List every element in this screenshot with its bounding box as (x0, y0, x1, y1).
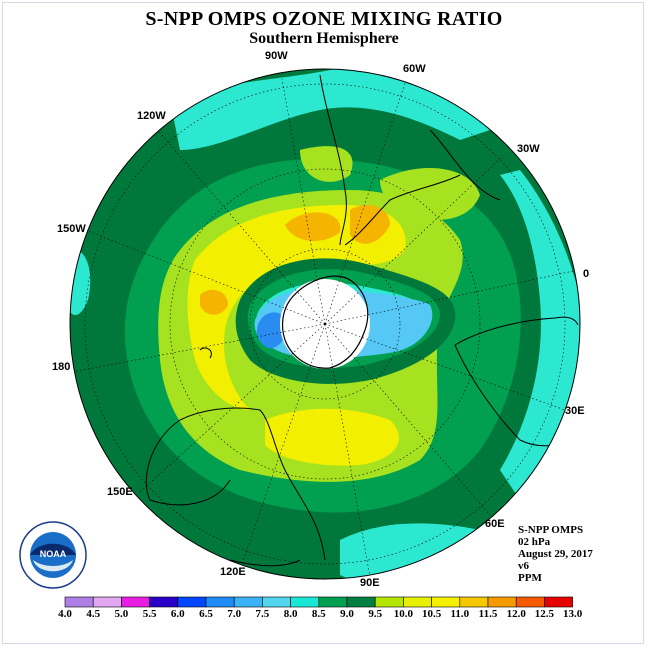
lon-label-0: 0 (583, 268, 590, 280)
map-border (69, 68, 581, 580)
colorbar-tick-label: 8.0 (283, 608, 298, 620)
lon-label-150e: 150E (107, 486, 133, 498)
colorbar-tick-label: 5.0 (114, 608, 129, 620)
lon-label-180: 180 (52, 361, 71, 373)
colorbar-tick-label: 7.5 (255, 608, 270, 620)
colorbar-tick-label: 13.0 (562, 608, 583, 620)
colorbar-tick-label: 12.0 (506, 608, 526, 620)
colorbar-tick-label: 4.5 (86, 608, 101, 620)
colorbar-tick-label: 12.5 (534, 608, 555, 620)
ozone-field (70, 69, 580, 579)
colorbar-tick-label: 8.5 (311, 608, 326, 620)
colorbar-tick-label: 6.5 (199, 608, 213, 620)
info-level: 02 hPa (518, 536, 551, 548)
info-date: August 29, 2017 (518, 548, 593, 560)
info-units: PPM (518, 572, 542, 584)
lon-label-150w: 150W (57, 223, 86, 235)
noaa-logo: NOAA (19, 521, 87, 589)
colorbar-tick-label: 7.0 (227, 608, 242, 620)
chart-subtitle: Southern Hemisphere (249, 30, 399, 47)
colorbar-tick-label: 5.5 (142, 608, 157, 620)
colorbar-tick-label: 9.0 (340, 608, 354, 620)
chart-title: S-NPP OMPS OZONE MIXING RATIO (145, 8, 503, 30)
colorbar-tick-label: 6.0 (170, 608, 185, 620)
colorbar-tick-label: 4.0 (58, 608, 72, 620)
colorbar-tick-label: 10.0 (393, 608, 414, 620)
lon-label-60e: 60E (485, 518, 505, 530)
lon-label-120e: 120E (220, 566, 246, 578)
lon-label-30e: 30E (565, 405, 585, 417)
noaa-logo-text: NOAA (40, 549, 67, 559)
info-product: S-NPP OMPS (518, 524, 584, 536)
lon-label-120w: 120W (137, 110, 166, 122)
colorbar-tick-label: 11.5 (478, 608, 498, 620)
lon-label-90w: 90W (265, 50, 288, 62)
product-info: S-NPP OMPS 02 hPa August 29, 2017 v6 PPM (518, 524, 593, 584)
colorbar-tick-label: 9.5 (368, 608, 383, 620)
colorbar-tick-label: 10.5 (421, 608, 442, 620)
colorbar-tick-label: 11.0 (450, 608, 470, 620)
info-version: v6 (518, 560, 529, 572)
lon-label-30w: 30W (517, 143, 540, 155)
lon-label-60w: 60W (403, 63, 426, 75)
lon-label-90e: 90E (360, 577, 380, 589)
